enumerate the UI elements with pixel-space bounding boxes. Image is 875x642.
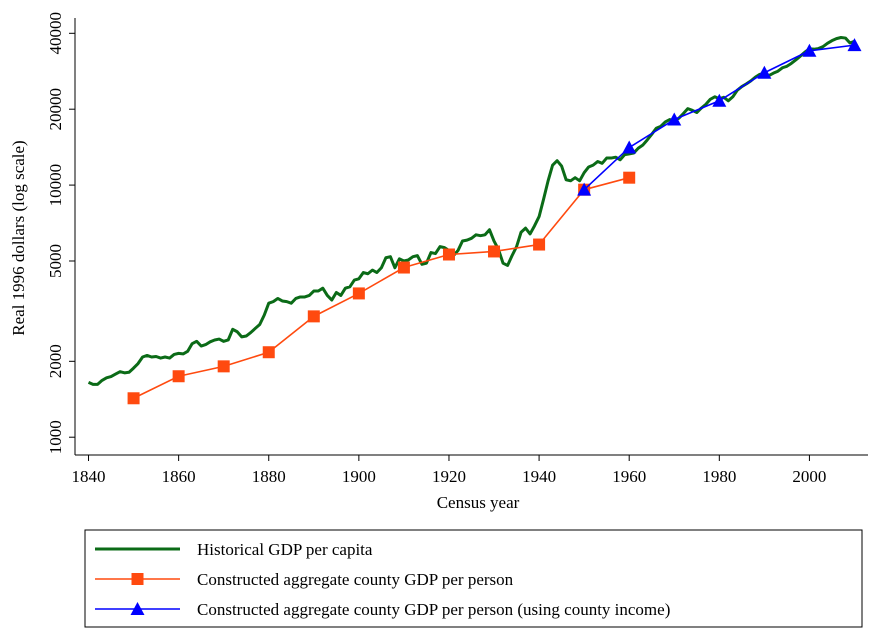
triangle-marker xyxy=(130,602,145,615)
y-tick-label: 5000 xyxy=(46,244,65,278)
x-tick-label: 1980 xyxy=(702,467,736,486)
x-axis-label: Census year xyxy=(437,493,520,512)
x-tick-label: 1900 xyxy=(342,467,376,486)
y-tick-label: 2000 xyxy=(46,344,65,378)
legend-box xyxy=(84,529,863,628)
legend-label: Historical GDP per capita xyxy=(197,540,373,559)
legend-label: Constructed aggregate county GDP per per… xyxy=(197,600,670,619)
square-marker xyxy=(131,573,144,585)
square-marker xyxy=(262,346,275,359)
square-marker xyxy=(217,360,230,373)
y-tick-label: 20000 xyxy=(46,88,65,131)
triangle-marker xyxy=(712,93,727,107)
square-marker xyxy=(172,370,185,383)
square-marker xyxy=(352,287,365,300)
triangle-marker xyxy=(667,112,682,126)
triangle-marker xyxy=(802,43,817,57)
series-line xyxy=(133,176,630,399)
y-axis-label: Real 1996 dollars (log scale) xyxy=(9,140,28,335)
triangle-marker xyxy=(847,38,862,52)
square-marker xyxy=(307,310,320,323)
x-tick-label: 1920 xyxy=(432,467,466,486)
x-tick-label: 1880 xyxy=(252,467,286,486)
square-marker xyxy=(442,248,455,261)
triangle-marker xyxy=(622,140,637,154)
x-tick-label: 2000 xyxy=(792,467,826,486)
y-tick-label: 1000 xyxy=(46,420,65,454)
x-tick-label: 1840 xyxy=(72,467,106,486)
x-tick-label: 1940 xyxy=(522,467,556,486)
square-marker xyxy=(127,392,140,405)
square-marker xyxy=(397,261,410,274)
x-tick-label: 1860 xyxy=(162,467,196,486)
legend-label: Constructed aggregate county GDP per per… xyxy=(197,570,514,589)
square-marker xyxy=(533,238,546,251)
square-marker xyxy=(623,171,636,184)
x-tick-label: 1960 xyxy=(612,467,646,486)
triangle-marker xyxy=(577,182,592,196)
square-marker xyxy=(488,245,501,258)
y-tick-label: 40000 xyxy=(46,12,65,55)
y-tick-label: 10000 xyxy=(46,164,65,207)
series-line xyxy=(87,35,856,386)
triangle-marker xyxy=(757,65,772,79)
